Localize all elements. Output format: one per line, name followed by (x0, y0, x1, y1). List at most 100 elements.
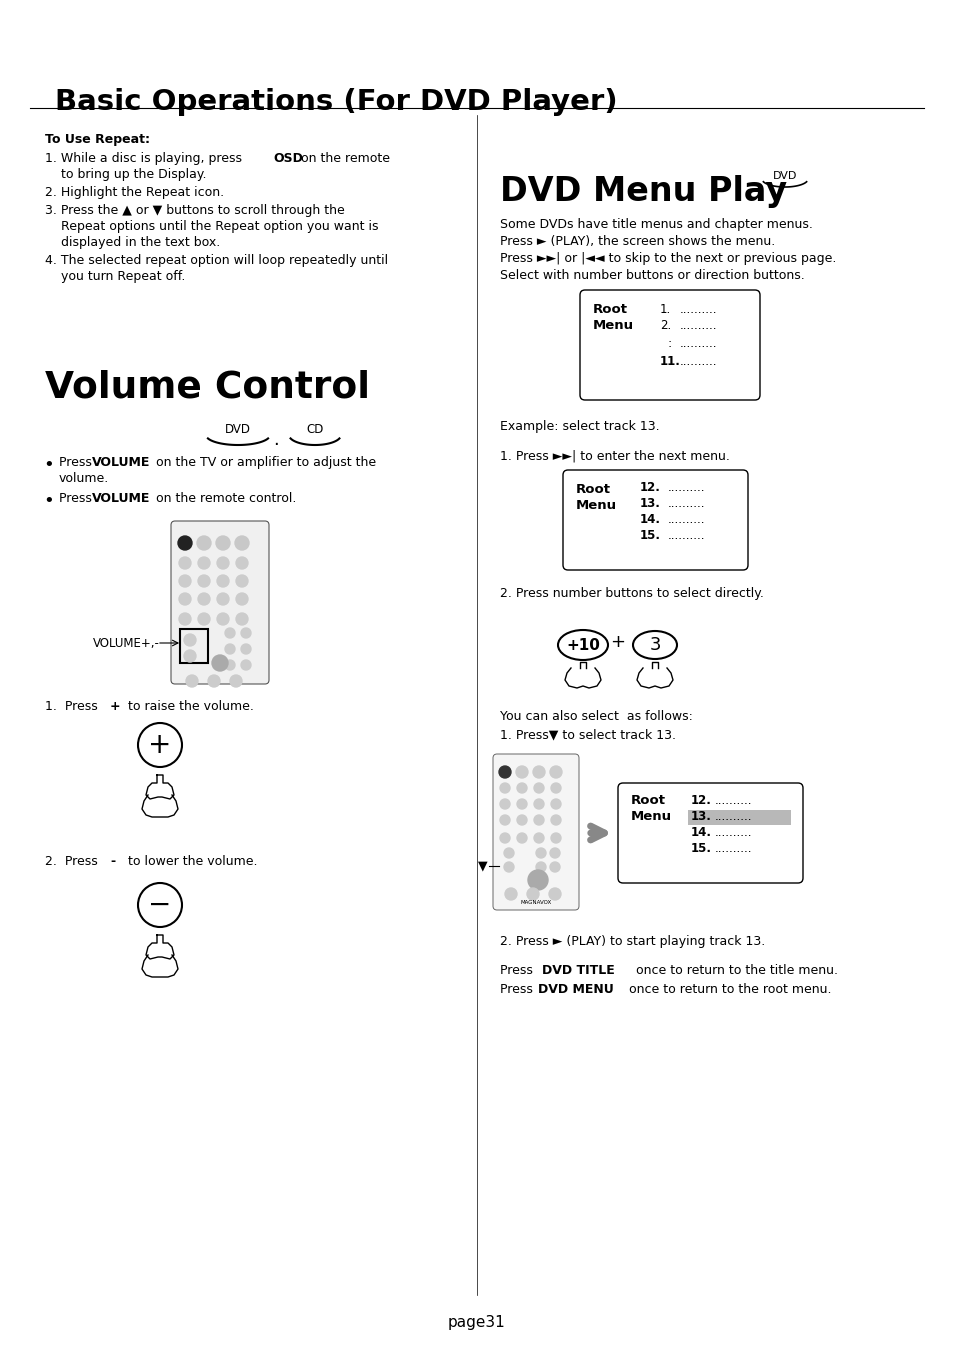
Text: 13.: 13. (639, 497, 660, 509)
Text: 13.: 13. (690, 811, 711, 823)
Circle shape (551, 784, 560, 793)
Text: VOLUME: VOLUME (91, 492, 151, 505)
Circle shape (179, 557, 191, 569)
Text: DVD Menu Play: DVD Menu Play (499, 176, 786, 208)
Circle shape (235, 593, 248, 605)
Text: Press: Press (59, 457, 95, 469)
Circle shape (536, 848, 545, 858)
Text: 4. The selected repeat option will loop repeatedly until: 4. The selected repeat option will loop … (45, 254, 388, 267)
Text: Some DVDs have title menus and chapter menus.: Some DVDs have title menus and chapter m… (499, 218, 812, 231)
Text: VOLUME: VOLUME (91, 457, 151, 469)
Text: 1.  Press: 1. Press (45, 700, 102, 713)
Circle shape (527, 870, 547, 890)
Circle shape (499, 784, 510, 793)
Circle shape (534, 784, 543, 793)
Text: 1. Press ►►| to enter the next menu.: 1. Press ►►| to enter the next menu. (499, 450, 729, 463)
FancyBboxPatch shape (562, 470, 747, 570)
Circle shape (216, 613, 229, 626)
Text: 1.: 1. (659, 303, 671, 316)
Text: ..........: .......... (679, 336, 717, 350)
Text: DVD: DVD (225, 423, 251, 436)
Circle shape (225, 644, 234, 654)
Circle shape (198, 557, 210, 569)
Text: Menu: Menu (630, 811, 672, 823)
Text: Repeat options until the Repeat option you want is: Repeat options until the Repeat option y… (61, 220, 378, 232)
Text: ..........: .......... (714, 825, 752, 839)
Text: 15.: 15. (690, 842, 711, 855)
Text: 12.: 12. (639, 481, 660, 494)
Text: You can also select  as follows:: You can also select as follows: (499, 711, 692, 723)
Text: to bring up the Display.: to bring up the Display. (61, 168, 206, 181)
Circle shape (241, 661, 251, 670)
FancyBboxPatch shape (687, 811, 790, 825)
Text: 11.: 11. (659, 355, 680, 367)
Circle shape (216, 557, 229, 569)
Circle shape (208, 676, 220, 688)
Text: +10: +10 (565, 638, 599, 653)
Text: ▼: ▼ (477, 859, 487, 873)
Text: to lower the volume.: to lower the volume. (120, 855, 257, 867)
Circle shape (498, 766, 511, 778)
Circle shape (550, 862, 559, 871)
Circle shape (230, 676, 242, 688)
Text: Volume Control: Volume Control (45, 370, 370, 407)
Text: 1. Press▼ to select track 13.: 1. Press▼ to select track 13. (499, 728, 676, 740)
Circle shape (526, 888, 538, 900)
Circle shape (179, 593, 191, 605)
Circle shape (550, 848, 559, 858)
Text: ..........: .......... (714, 794, 752, 807)
Circle shape (517, 834, 526, 843)
Text: Select with number buttons or direction buttons.: Select with number buttons or direction … (499, 269, 804, 282)
Text: ..........: .......... (667, 481, 705, 494)
Text: 15.: 15. (639, 530, 660, 542)
Text: MAGNAVOX: MAGNAVOX (519, 900, 551, 905)
Circle shape (216, 593, 229, 605)
Text: OSD: OSD (273, 153, 302, 165)
Circle shape (499, 834, 510, 843)
FancyBboxPatch shape (579, 290, 760, 400)
Text: +: + (148, 731, 172, 759)
Text: 12.: 12. (690, 794, 711, 807)
Text: VOLUME+,-: VOLUME+,- (92, 636, 160, 650)
Text: −: − (149, 892, 172, 919)
Text: 2. Highlight the Repeat icon.: 2. Highlight the Repeat icon. (45, 186, 224, 199)
Circle shape (215, 536, 230, 550)
Circle shape (548, 888, 560, 900)
Text: on the TV or amplifier to adjust the: on the TV or amplifier to adjust the (148, 457, 375, 469)
Circle shape (184, 634, 195, 646)
Text: •: • (43, 492, 53, 509)
FancyBboxPatch shape (493, 754, 578, 911)
Text: 14.: 14. (690, 825, 711, 839)
Text: you turn Repeat off.: you turn Repeat off. (61, 270, 185, 282)
Text: Press ►►| or |◄◄ to skip to the next or previous page.: Press ►►| or |◄◄ to skip to the next or … (499, 253, 836, 265)
Text: 2. Press ► (PLAY) to start playing track 13.: 2. Press ► (PLAY) to start playing track… (499, 935, 764, 948)
Circle shape (178, 536, 192, 550)
Circle shape (503, 862, 514, 871)
Text: volume.: volume. (59, 471, 110, 485)
Circle shape (216, 576, 229, 586)
Text: once to return to the root menu.: once to return to the root menu. (620, 984, 831, 996)
Circle shape (516, 766, 527, 778)
Text: CD: CD (306, 423, 323, 436)
Text: .: . (273, 431, 278, 449)
Circle shape (198, 593, 210, 605)
Circle shape (198, 576, 210, 586)
Circle shape (235, 576, 248, 586)
Text: :: : (667, 336, 672, 350)
Circle shape (503, 848, 514, 858)
Text: DVD MENU: DVD MENU (537, 984, 613, 996)
Circle shape (499, 798, 510, 809)
Circle shape (517, 815, 526, 825)
Circle shape (212, 655, 228, 671)
Text: +: + (110, 700, 120, 713)
Circle shape (533, 766, 544, 778)
Circle shape (550, 766, 561, 778)
Text: to raise the volume.: to raise the volume. (120, 700, 253, 713)
Circle shape (179, 576, 191, 586)
Text: 14.: 14. (639, 513, 660, 526)
Text: ..........: .......... (714, 842, 752, 855)
Text: ..........: .......... (667, 513, 705, 526)
Circle shape (186, 676, 198, 688)
Text: page31: page31 (448, 1315, 505, 1329)
Text: Press: Press (499, 984, 537, 996)
